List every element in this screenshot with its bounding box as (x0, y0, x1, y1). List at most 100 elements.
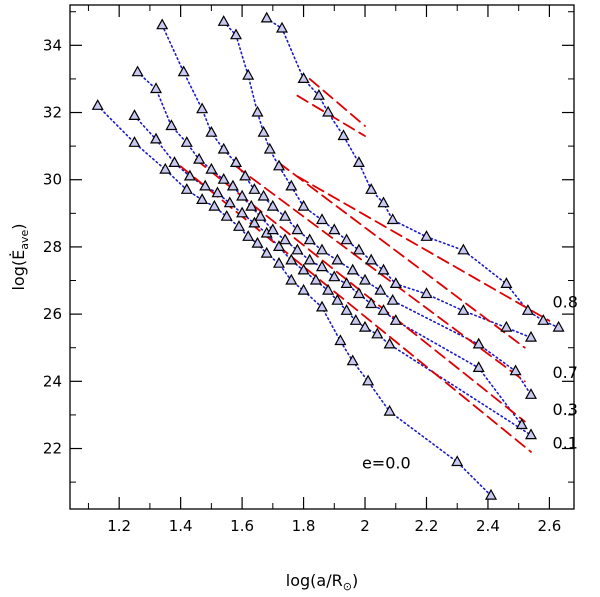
data-point (521, 304, 534, 315)
data-point (337, 129, 350, 141)
data-point (371, 327, 384, 339)
series-line (265, 17, 560, 329)
fit-line (179, 165, 532, 453)
data-point (331, 293, 344, 305)
data-point (524, 330, 538, 342)
data-point (552, 320, 565, 332)
data-point (248, 216, 261, 228)
data-point (285, 179, 298, 191)
data-point (331, 253, 344, 265)
data-point (91, 99, 104, 110)
data-point (377, 304, 390, 315)
data-point (131, 65, 144, 77)
data-point (484, 488, 498, 500)
data-point (180, 183, 193, 194)
data-point (383, 337, 396, 349)
data-point (266, 223, 279, 235)
fit-line (278, 161, 526, 349)
data-point (315, 213, 329, 225)
data-point (352, 156, 365, 167)
data-point (248, 183, 261, 194)
data-point (245, 199, 258, 211)
data-point (389, 277, 402, 288)
data-point (285, 253, 298, 265)
data-point (266, 199, 279, 211)
data-point (251, 105, 264, 117)
data-point (236, 189, 249, 201)
data-point (229, 156, 243, 167)
data-point (322, 105, 335, 117)
y-axis-label: log(Ėave) (9, 223, 31, 290)
data-point (156, 18, 169, 30)
data-point (272, 240, 286, 251)
data-point (183, 169, 196, 181)
data-point (254, 209, 267, 221)
data-point (315, 243, 329, 255)
series-lines (96, 17, 560, 497)
series-annotation: e=0.0 (362, 454, 411, 473)
data-point (272, 159, 286, 171)
data-point (297, 199, 310, 211)
data-point (386, 293, 399, 305)
x-tick-label: 1.8 (292, 517, 316, 535)
data-point (358, 273, 372, 285)
annotations: e=0.0 0.1 0.3 0.7 0.8 (362, 292, 578, 472)
data-point (334, 334, 347, 346)
x-tick-label: 1.6 (230, 517, 254, 535)
data-point (193, 152, 206, 164)
data-point (297, 283, 310, 295)
data-point (297, 72, 310, 84)
data-point (217, 142, 230, 154)
data-point (217, 172, 230, 184)
series-annotation: 0.1 (552, 434, 577, 453)
data-point (365, 297, 378, 309)
data-point (128, 136, 141, 147)
data-point (340, 304, 353, 315)
data-point (315, 260, 329, 272)
series-annotation: 0.7 (552, 363, 577, 382)
data-point (500, 277, 513, 288)
tick-labels: 1.2 1.4 1.6 1.8 2 2.2 2.4 2.6 22 24 26 28 30 32 34 (43, 36, 561, 535)
data-point (275, 21, 289, 33)
data-point (236, 206, 249, 218)
data-point (389, 314, 402, 325)
data-point (260, 11, 273, 23)
series-line (161, 24, 532, 396)
data-point (509, 364, 522, 376)
data-point (309, 273, 322, 285)
series-line (133, 115, 532, 436)
data-point (279, 233, 292, 245)
y-tick-label: 28 (43, 238, 62, 256)
data-point (226, 179, 239, 191)
data-point (358, 320, 372, 332)
data-point (352, 287, 365, 299)
y-tick-label: 32 (43, 104, 62, 122)
plot-frame (69, 4, 575, 510)
data-point (349, 314, 362, 325)
data-point (365, 183, 378, 194)
data-point (420, 230, 433, 241)
data-point (457, 243, 470, 255)
series-annotation: 0.8 (552, 292, 577, 311)
data-point (457, 304, 470, 315)
data-point (303, 253, 316, 265)
y-tick-label: 24 (43, 372, 62, 390)
data-point (537, 314, 550, 325)
data-point (180, 136, 193, 147)
axis-ticks (70, 5, 574, 509)
data-point (239, 169, 252, 181)
data-point (208, 199, 221, 211)
data-point (377, 196, 390, 208)
x-tick-label: 2 (360, 517, 370, 535)
data-point (291, 243, 304, 255)
data-point (251, 236, 264, 248)
data-point (328, 270, 341, 282)
data-point (260, 246, 273, 258)
data-point (168, 156, 181, 167)
data-point (257, 125, 270, 137)
data-point (420, 287, 433, 299)
data-point (159, 162, 172, 174)
data-point (362, 374, 375, 386)
data-point (312, 88, 325, 100)
data-point (128, 109, 141, 121)
